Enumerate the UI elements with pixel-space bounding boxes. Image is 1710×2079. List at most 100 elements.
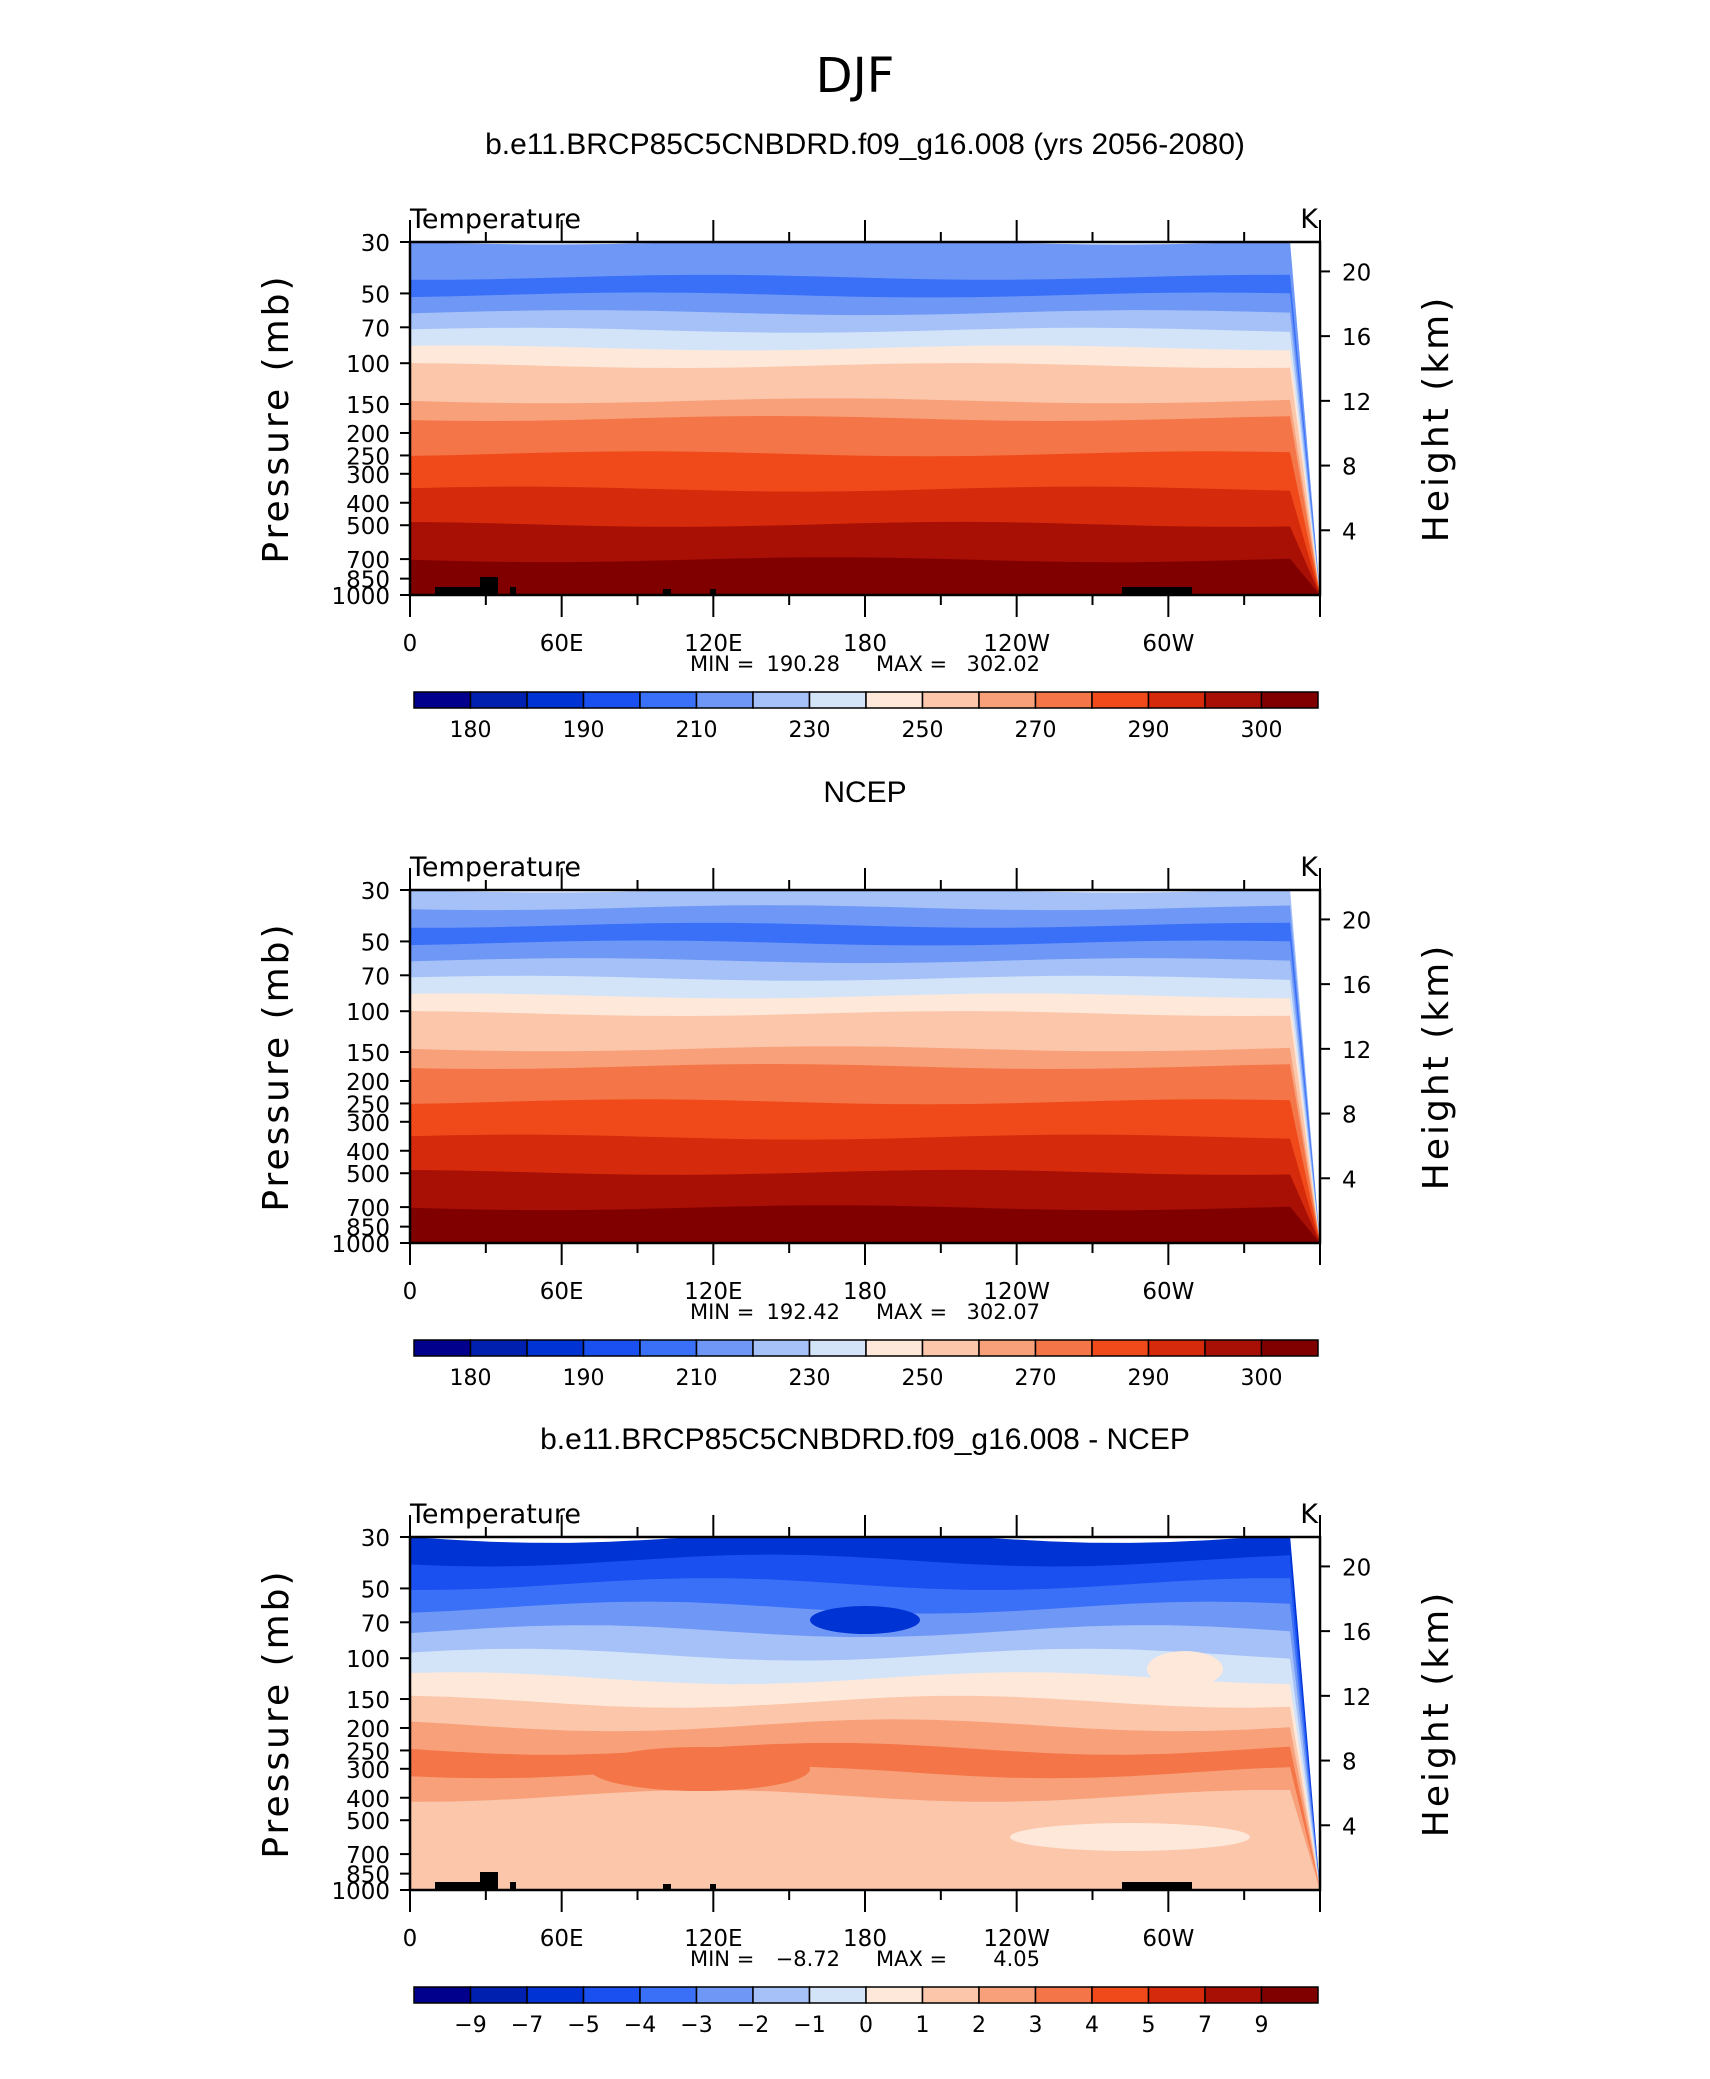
colorbar-swatch	[921, 1986, 980, 2004]
colorbar-swatch	[1204, 1339, 1263, 1357]
y-tick-label: 1000	[331, 584, 390, 610]
panels: b.e11.BRCP85C5CNBDRD.f09_g16.008 (yrs 20…	[256, 128, 1457, 2038]
y-tick-label: 500	[346, 514, 390, 540]
y-tick-label: 400	[346, 492, 390, 518]
x-tick-label: 60E	[540, 1926, 584, 1952]
colorbar-label: −3	[680, 2013, 712, 2038]
y-tick-label: 300	[346, 463, 390, 489]
y-tick-label: 850	[346, 1216, 390, 1242]
colorbar-label: 5	[1142, 2013, 1156, 2038]
variable-label: Temperature	[409, 1499, 581, 1530]
y-tick-label: 70	[361, 1611, 390, 1637]
colorbar-swatch	[413, 1339, 472, 1357]
colorbar-swatch	[1147, 1986, 1206, 2004]
y-tick-label: 70	[361, 316, 390, 342]
x-tick-label: 180	[843, 1926, 887, 1952]
topography	[435, 577, 1192, 595]
colorbar-swatch	[695, 1339, 754, 1357]
colorbar-label: 210	[676, 718, 718, 743]
y-tick-label: 150	[346, 1688, 390, 1714]
contour-band	[410, 574, 1320, 595]
y-tick-label: 400	[346, 1787, 390, 1813]
y-tick-label: 500	[346, 1162, 390, 1188]
max-label: MAX =	[876, 1947, 947, 1971]
y-right-tick-label: 8	[1342, 1750, 1357, 1776]
contour-blob	[810, 1606, 920, 1634]
min-label: MIN =	[690, 652, 754, 676]
contour-field	[410, 890, 1320, 1243]
colorbar: −9 −7 −5 −4 −3 −2 −1 0 1 2 3 4 5 7 9	[413, 1986, 1319, 2038]
x-tick-label: 180	[843, 631, 887, 657]
panel-title: b.e11.BRCP85C5CNBDRD.f09_g16.008 - NCEP	[540, 1423, 1190, 1456]
y-tick-label: 500	[346, 1809, 390, 1835]
topography-block	[1122, 1882, 1192, 1890]
colorbar-swatch	[582, 1986, 641, 2004]
y-tick-label: 150	[346, 1041, 390, 1067]
y-right-tick-label: 12	[1342, 1038, 1371, 1064]
colorbar-swatch	[1034, 691, 1093, 709]
colorbar-swatch	[1034, 1339, 1093, 1357]
colorbar-label: 180	[450, 718, 492, 743]
x-tick-label: 120E	[684, 1926, 742, 1952]
min-label: MIN =	[690, 1300, 754, 1324]
colorbar-label: −4	[624, 2013, 656, 2038]
colorbar-swatch	[808, 691, 867, 709]
colorbar-swatch	[752, 1986, 811, 2004]
x-tick-label: 60W	[1142, 1926, 1194, 1952]
colorbar-swatch	[1091, 1986, 1150, 2004]
colorbar-label: 230	[789, 718, 831, 743]
y-right-tick-label: 16	[1342, 973, 1371, 999]
y-tick-label: 200	[346, 422, 390, 448]
colorbar-swatch	[1204, 1986, 1263, 2004]
contour-blob	[1147, 1651, 1223, 1687]
y-tick-label: 700	[346, 548, 390, 574]
y-right-tick-label: 16	[1342, 1620, 1371, 1646]
x-tick-label: 120W	[983, 1926, 1050, 1952]
y-tick-label: 700	[346, 1196, 390, 1222]
min-value: 192.42	[767, 1300, 840, 1324]
colorbar-label: 230	[789, 1366, 831, 1391]
colorbar-swatch	[639, 1339, 698, 1357]
colorbar-swatch	[582, 1339, 641, 1357]
topography-block	[663, 1884, 671, 1890]
y-right-tick-label: 12	[1342, 390, 1371, 416]
units-label: K	[1300, 1499, 1319, 1530]
colorbar-swatch	[639, 691, 698, 709]
y-tick-label: 300	[346, 1111, 390, 1137]
x-tick-label: 60E	[540, 1279, 584, 1305]
contour-field	[410, 1537, 1320, 1890]
colorbar-swatch	[1260, 1986, 1319, 2004]
colorbar-swatch	[1260, 691, 1319, 709]
y-right-tick-label: 8	[1342, 1103, 1357, 1129]
colorbar-swatch	[1091, 1339, 1150, 1357]
x-tick-label: 60W	[1142, 631, 1194, 657]
topography-block	[510, 587, 516, 595]
colorbar-label: 210	[676, 1366, 718, 1391]
x-tick-label: 0	[403, 1279, 418, 1305]
units-label: K	[1300, 852, 1319, 883]
y-right-tick-label: 4	[1342, 1814, 1357, 1840]
x-tick-label: 60E	[540, 631, 584, 657]
colorbar-swatch	[865, 1339, 924, 1357]
colorbar-swatch	[921, 1339, 980, 1357]
y-tick-label: 1000	[331, 1879, 390, 1905]
topography-block	[663, 589, 671, 595]
y-tick-label: 250	[346, 444, 390, 470]
colorbar-label: −1	[793, 2013, 825, 2038]
colorbar-label: 9	[1255, 2013, 1269, 2038]
colorbar-swatch	[808, 1339, 867, 1357]
y-tick-label: 250	[346, 1739, 390, 1765]
y-right-tick-label: 4	[1342, 1167, 1357, 1193]
colorbar-label: 190	[563, 1366, 605, 1391]
colorbar-swatch	[865, 691, 924, 709]
colorbar-swatch	[921, 691, 980, 709]
y-right-axis-title: Height (km)	[1416, 1590, 1457, 1837]
contour-blob	[590, 1747, 810, 1791]
y-tick-label: 200	[346, 1717, 390, 1743]
y-tick-label: 250	[346, 1092, 390, 1118]
colorbar-swatch	[526, 1986, 585, 2004]
colorbar-label: 300	[1241, 718, 1283, 743]
y-tick-label: 1000	[331, 1232, 390, 1258]
y-tick-label: 100	[346, 352, 390, 378]
